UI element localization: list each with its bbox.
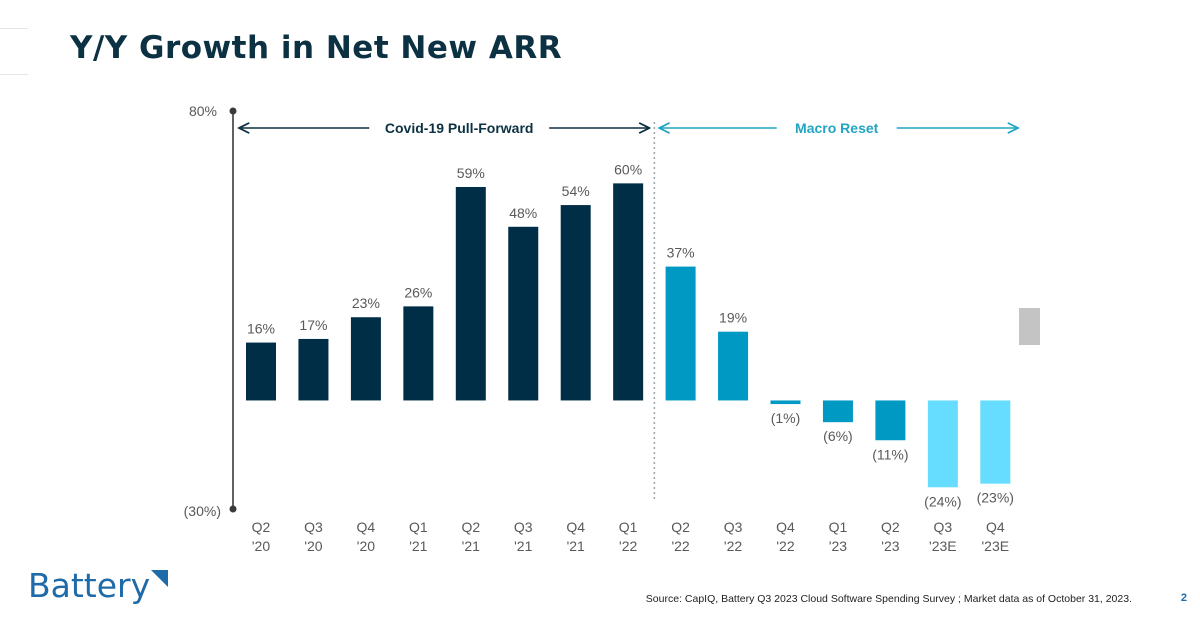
x-tick-quarter-6: Q4 [566, 519, 585, 535]
value-label-9: 19% [719, 310, 747, 326]
page-title: Y/Y Growth in Net New ARR [70, 30, 563, 66]
value-label-11: (6%) [823, 428, 853, 444]
value-label-14: (23%) [977, 490, 1014, 506]
bar-13 [927, 400, 958, 488]
x-tick-year-9: '22 [724, 538, 742, 554]
value-label-5: 48% [509, 205, 537, 221]
logo-text: Battery [28, 566, 151, 605]
x-tick-quarter-5: Q3 [514, 519, 533, 535]
bar-14 [980, 400, 1011, 484]
x-tick-quarter-7: Q1 [619, 519, 638, 535]
x-tick-year-1: '20 [304, 538, 322, 554]
x-tick-quarter-3: Q1 [409, 519, 428, 535]
x-tick-quarter-14: Q4 [986, 519, 1005, 535]
bar-4 [455, 186, 486, 401]
value-label-10: (1%) [771, 410, 801, 426]
y-axis-bottom-dot [229, 505, 237, 513]
x-tick-quarter-2: Q4 [357, 519, 376, 535]
value-label-1: 17% [299, 317, 327, 333]
bar-8 [665, 266, 696, 401]
value-label-8: 37% [667, 245, 695, 261]
x-tick-quarter-12: Q2 [881, 519, 900, 535]
edge-line-top [0, 28, 28, 29]
value-label-7: 60% [614, 161, 642, 177]
bar-9 [718, 331, 749, 401]
y-axis-top-dot [229, 107, 237, 115]
bar-6 [560, 205, 591, 401]
value-label-6: 54% [562, 183, 590, 199]
x-tick-year-10: '22 [776, 538, 794, 554]
x-tick-year-3: '21 [409, 538, 427, 554]
x-tick-quarter-13: Q3 [934, 519, 953, 535]
bar-5 [508, 226, 539, 401]
bar-11 [822, 400, 853, 423]
page-number: 2 [1180, 592, 1187, 604]
x-tick-year-2: '20 [357, 538, 375, 554]
x-tick-year-14: '23E [982, 538, 1010, 554]
x-tick-year-4: '21 [462, 538, 480, 554]
battery-logo: Battery [28, 566, 169, 605]
edge-line-bottom [0, 74, 28, 75]
bar-2 [350, 317, 381, 401]
value-label-0: 16% [247, 321, 275, 337]
x-tick-quarter-10: Q4 [776, 519, 795, 535]
x-tick-year-0: '20 [252, 538, 270, 554]
value-label-3: 26% [404, 284, 432, 300]
logo-mark-icon [151, 570, 169, 587]
bar-7 [613, 183, 644, 401]
x-tick-quarter-1: Q3 [304, 519, 323, 535]
legend-swatch [1019, 308, 1040, 345]
x-tick-year-11: '23 [829, 538, 847, 554]
x-tick-year-7: '22 [619, 538, 637, 554]
x-tick-year-13: '23E [929, 538, 957, 554]
source-note: Source: CapIQ, Battery Q3 2023 Cloud Sof… [645, 593, 1132, 605]
period-label-macro: Macro Reset [795, 120, 879, 136]
value-label-2: 23% [352, 295, 380, 311]
bar-0 [246, 342, 276, 401]
x-tick-quarter-4: Q2 [461, 519, 480, 535]
x-tick-quarter-9: Q3 [724, 519, 743, 535]
y-tick-label-bottom: (30%) [184, 503, 221, 519]
x-tick-year-8: '22 [671, 538, 689, 554]
bar-1 [298, 338, 329, 401]
value-label-12: (11%) [872, 446, 908, 462]
bar-10 [770, 400, 801, 405]
x-tick-year-6: '21 [567, 538, 585, 554]
bar-12 [875, 400, 906, 441]
x-tick-year-5: '21 [514, 538, 532, 554]
value-label-13: (24%) [924, 493, 961, 509]
bar-3 [403, 306, 434, 401]
period-label-covid: Covid-19 Pull-Forward [385, 120, 534, 136]
value-label-4: 59% [457, 165, 485, 181]
x-tick-quarter-0: Q2 [252, 519, 271, 535]
y-tick-label-top: 80% [189, 103, 217, 119]
x-tick-quarter-11: Q1 [829, 519, 848, 535]
x-tick-quarter-8: Q2 [671, 519, 690, 535]
x-tick-year-12: '23 [881, 538, 899, 554]
